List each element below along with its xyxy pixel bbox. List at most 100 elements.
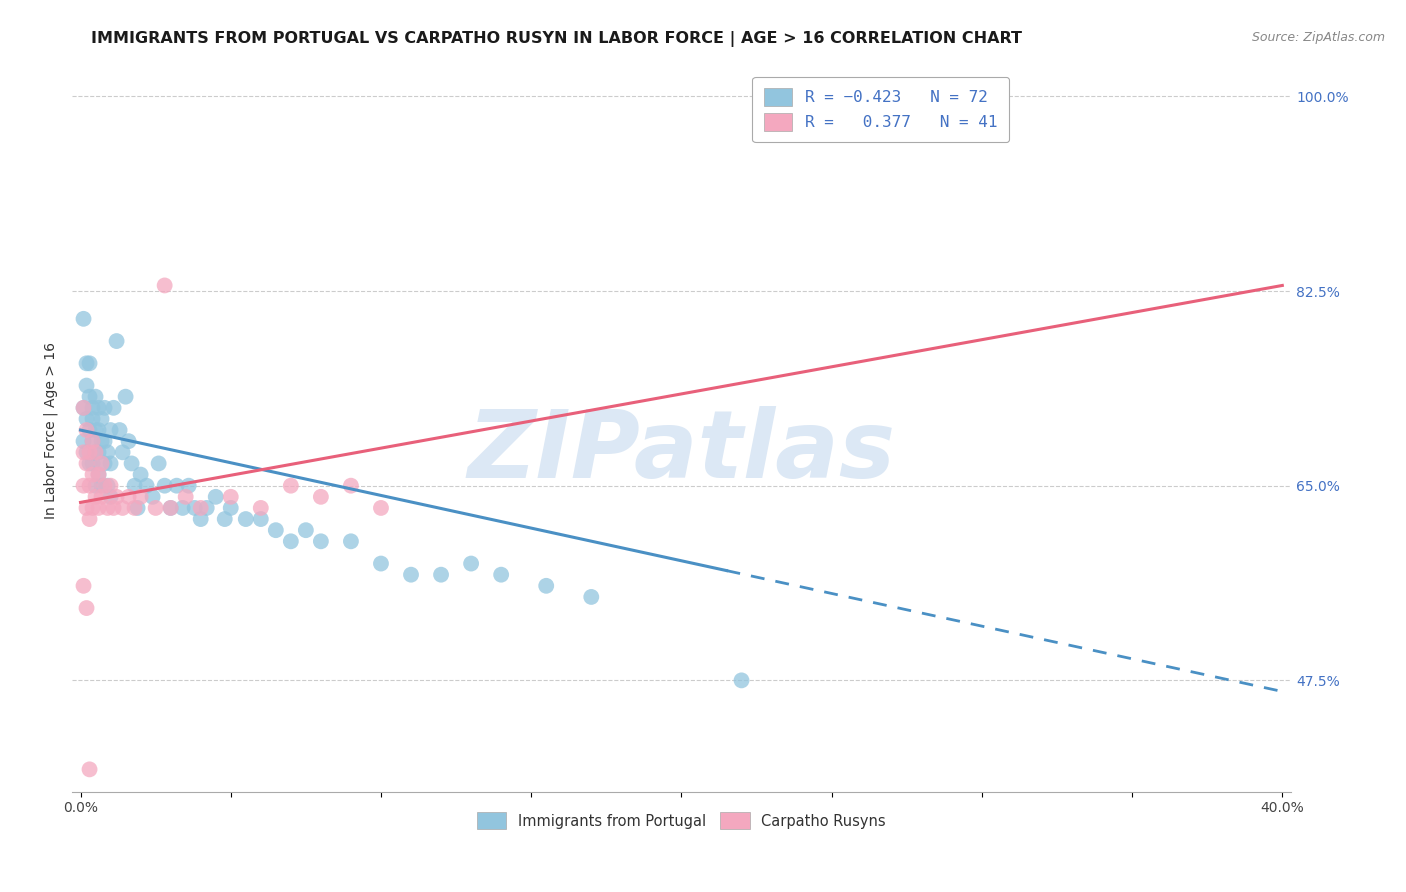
Point (76, 412, 98, 426)
Point (370, 557, 392, 571)
Point (93, 401, 115, 415)
Point (249, 512, 271, 526)
Point (280, 478, 302, 492)
Point (219, 490, 242, 504)
Point (129, 467, 152, 482)
Point (90, 478, 112, 492)
Point (72, 401, 94, 415)
Point (219, 500, 242, 515)
Point (76, 356, 98, 370)
Point (90, 412, 112, 426)
Point (105, 490, 128, 504)
Point (87, 423, 110, 437)
Point (124, 500, 146, 515)
Point (76, 445, 98, 459)
Point (93, 478, 115, 492)
Point (280, 534, 302, 549)
Point (111, 445, 134, 459)
Point (148, 457, 170, 471)
Point (534, 579, 557, 593)
Point (79, 763, 101, 777)
Point (100, 457, 122, 471)
Point (370, 500, 392, 515)
Point (190, 500, 212, 515)
Point (93, 457, 115, 471)
Point (105, 334, 128, 348)
Point (142, 490, 165, 504)
Point (84, 478, 107, 492)
Point (84, 490, 107, 504)
Point (295, 523, 318, 537)
Point (87, 467, 110, 482)
Point (124, 478, 146, 492)
Point (72, 445, 94, 459)
Point (93, 434, 115, 449)
Point (172, 500, 194, 515)
Point (730, 673, 752, 688)
Point (97, 478, 120, 492)
Point (72, 434, 94, 449)
Point (399, 567, 422, 582)
Point (204, 490, 226, 504)
Point (581, 590, 603, 604)
Point (460, 557, 482, 571)
Legend: Immigrants from Portugal, Carpatho Rusyns: Immigrants from Portugal, Carpatho Rusyn… (471, 806, 891, 835)
Point (145, 500, 167, 515)
Point (489, 567, 512, 582)
Point (340, 478, 363, 492)
Point (90, 457, 112, 471)
Point (72, 579, 94, 593)
Text: Source: ZipAtlas.com: Source: ZipAtlas.com (1251, 31, 1385, 45)
Point (82, 500, 104, 515)
Point (79, 423, 101, 437)
Point (108, 423, 131, 437)
Point (100, 490, 122, 504)
Point (249, 500, 271, 515)
Point (79, 445, 101, 459)
Point (97, 445, 120, 459)
Point (84, 390, 107, 404)
Point (79, 457, 101, 471)
Point (82, 457, 104, 471)
Point (82, 467, 104, 482)
Point (127, 500, 149, 515)
Point (159, 500, 181, 515)
Point (340, 534, 363, 549)
Point (190, 512, 212, 526)
Point (87, 467, 110, 482)
Point (90, 434, 112, 449)
Point (76, 500, 98, 515)
Point (117, 490, 139, 504)
Point (90, 490, 112, 504)
Point (174, 490, 197, 504)
Point (82, 401, 104, 415)
Point (430, 567, 453, 582)
Point (100, 423, 122, 437)
Point (121, 457, 143, 471)
Point (100, 478, 122, 492)
Point (235, 512, 257, 526)
Point (76, 457, 98, 471)
Point (117, 434, 139, 449)
Point (76, 423, 98, 437)
Point (84, 445, 107, 459)
Point (114, 390, 136, 404)
Point (166, 478, 188, 492)
Point (87, 500, 110, 515)
Point (82, 434, 104, 449)
Point (159, 500, 181, 515)
Point (309, 490, 332, 504)
Point (264, 523, 287, 537)
Point (76, 378, 98, 392)
Point (79, 356, 101, 370)
Point (111, 500, 134, 515)
Point (129, 490, 152, 504)
Point (79, 512, 101, 526)
Point (84, 423, 107, 437)
Point (153, 278, 176, 293)
Point (72, 401, 94, 415)
Point (309, 534, 332, 549)
Point (72, 311, 94, 326)
Point (195, 500, 218, 515)
Point (103, 500, 125, 515)
